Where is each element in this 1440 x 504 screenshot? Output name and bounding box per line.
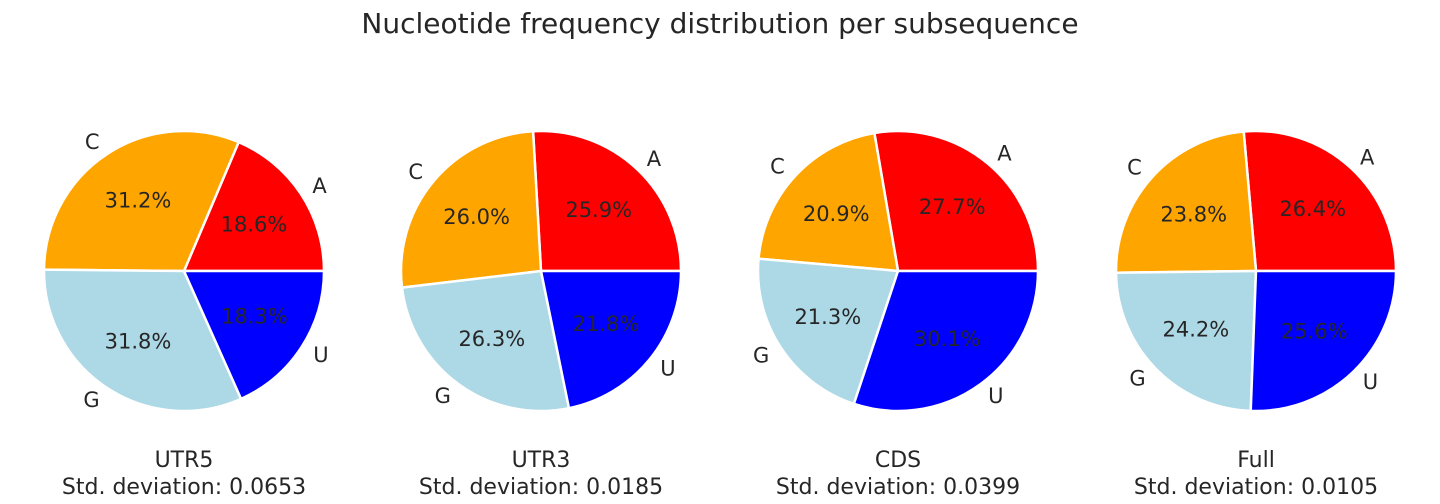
slice-category-label: U: [313, 343, 328, 367]
slice-category-label: C: [1127, 156, 1142, 180]
slice-percent-label: 21.8%: [573, 312, 640, 336]
slice-percent-label: 31.8%: [105, 329, 172, 353]
slice-category-label: C: [770, 155, 785, 179]
slice-category-label: A: [997, 141, 1012, 165]
slice-percent-label: 21.3%: [794, 305, 861, 329]
slice-category-label: G: [83, 388, 99, 412]
slice-category-label: U: [988, 384, 1003, 408]
subplot-title: Full: [1237, 448, 1275, 473]
pie-slice-a: [1242, 129, 1398, 273]
slice-percent-label: 27.7%: [919, 195, 986, 219]
slice-category-label: U: [1363, 370, 1378, 394]
slice-percent-label: 18.3%: [221, 305, 288, 329]
slice-category-label: G: [753, 344, 769, 368]
slice-category-label: A: [1360, 145, 1375, 169]
figure-title: Nucleotide frequency distribution per su…: [361, 7, 1078, 40]
subplot-std-deviation: Std. deviation: 0.0653: [62, 475, 306, 500]
pie-slice-g: [756, 257, 900, 406]
slice-percent-label: 31.2%: [105, 189, 172, 213]
slice-percent-label: 30.1%: [914, 327, 981, 351]
slice-category-label: G: [435, 384, 451, 408]
subplot-std-deviation: Std. deviation: 0.0185: [419, 475, 663, 500]
slice-category-label: A: [647, 147, 662, 171]
pie-slice-a: [873, 129, 1040, 273]
pie-slice-u: [1249, 269, 1398, 413]
slice-percent-label: 23.8%: [1160, 203, 1227, 227]
slice-percent-label: 26.0%: [443, 205, 510, 229]
pie-slice-c: [757, 131, 900, 273]
pie-slice-g: [42, 268, 243, 413]
slice-percent-label: 18.6%: [221, 213, 288, 237]
pie-slice-g: [400, 269, 571, 413]
pie-slice-u: [852, 269, 1040, 413]
slice-percent-label: 25.6%: [1281, 320, 1348, 344]
subplot-std-deviation: Std. deviation: 0.0105: [1134, 475, 1378, 500]
slice-percent-label: 26.3%: [458, 327, 525, 351]
subplot-title: UTR3: [512, 448, 571, 473]
slice-category-label: C: [408, 160, 423, 184]
pie-slice-c: [1114, 130, 1258, 275]
slice-percent-label: 26.4%: [1279, 197, 1346, 221]
slice-category-label: C: [85, 130, 100, 154]
subplot-title: UTR5: [155, 448, 214, 473]
subplot-title: CDS: [875, 448, 921, 473]
slice-category-label: U: [660, 356, 675, 380]
pie-slice-c: [399, 129, 543, 289]
pie-slice-a: [531, 129, 683, 273]
pie-slice-c: [42, 129, 240, 273]
slice-percent-label: 25.9%: [565, 198, 632, 222]
pie-slice-g: [1114, 269, 1258, 413]
pie-slice-u: [539, 269, 683, 410]
slice-percent-label: 20.9%: [803, 202, 870, 226]
slice-category-label: G: [1129, 367, 1145, 391]
slice-percent-label: 24.2%: [1163, 318, 1230, 342]
pie-slice-a: [182, 140, 326, 273]
subplot-std-deviation: Std. deviation: 0.0399: [776, 475, 1020, 500]
slice-category-label: A: [312, 174, 327, 198]
pie-slice-u: [182, 269, 326, 401]
